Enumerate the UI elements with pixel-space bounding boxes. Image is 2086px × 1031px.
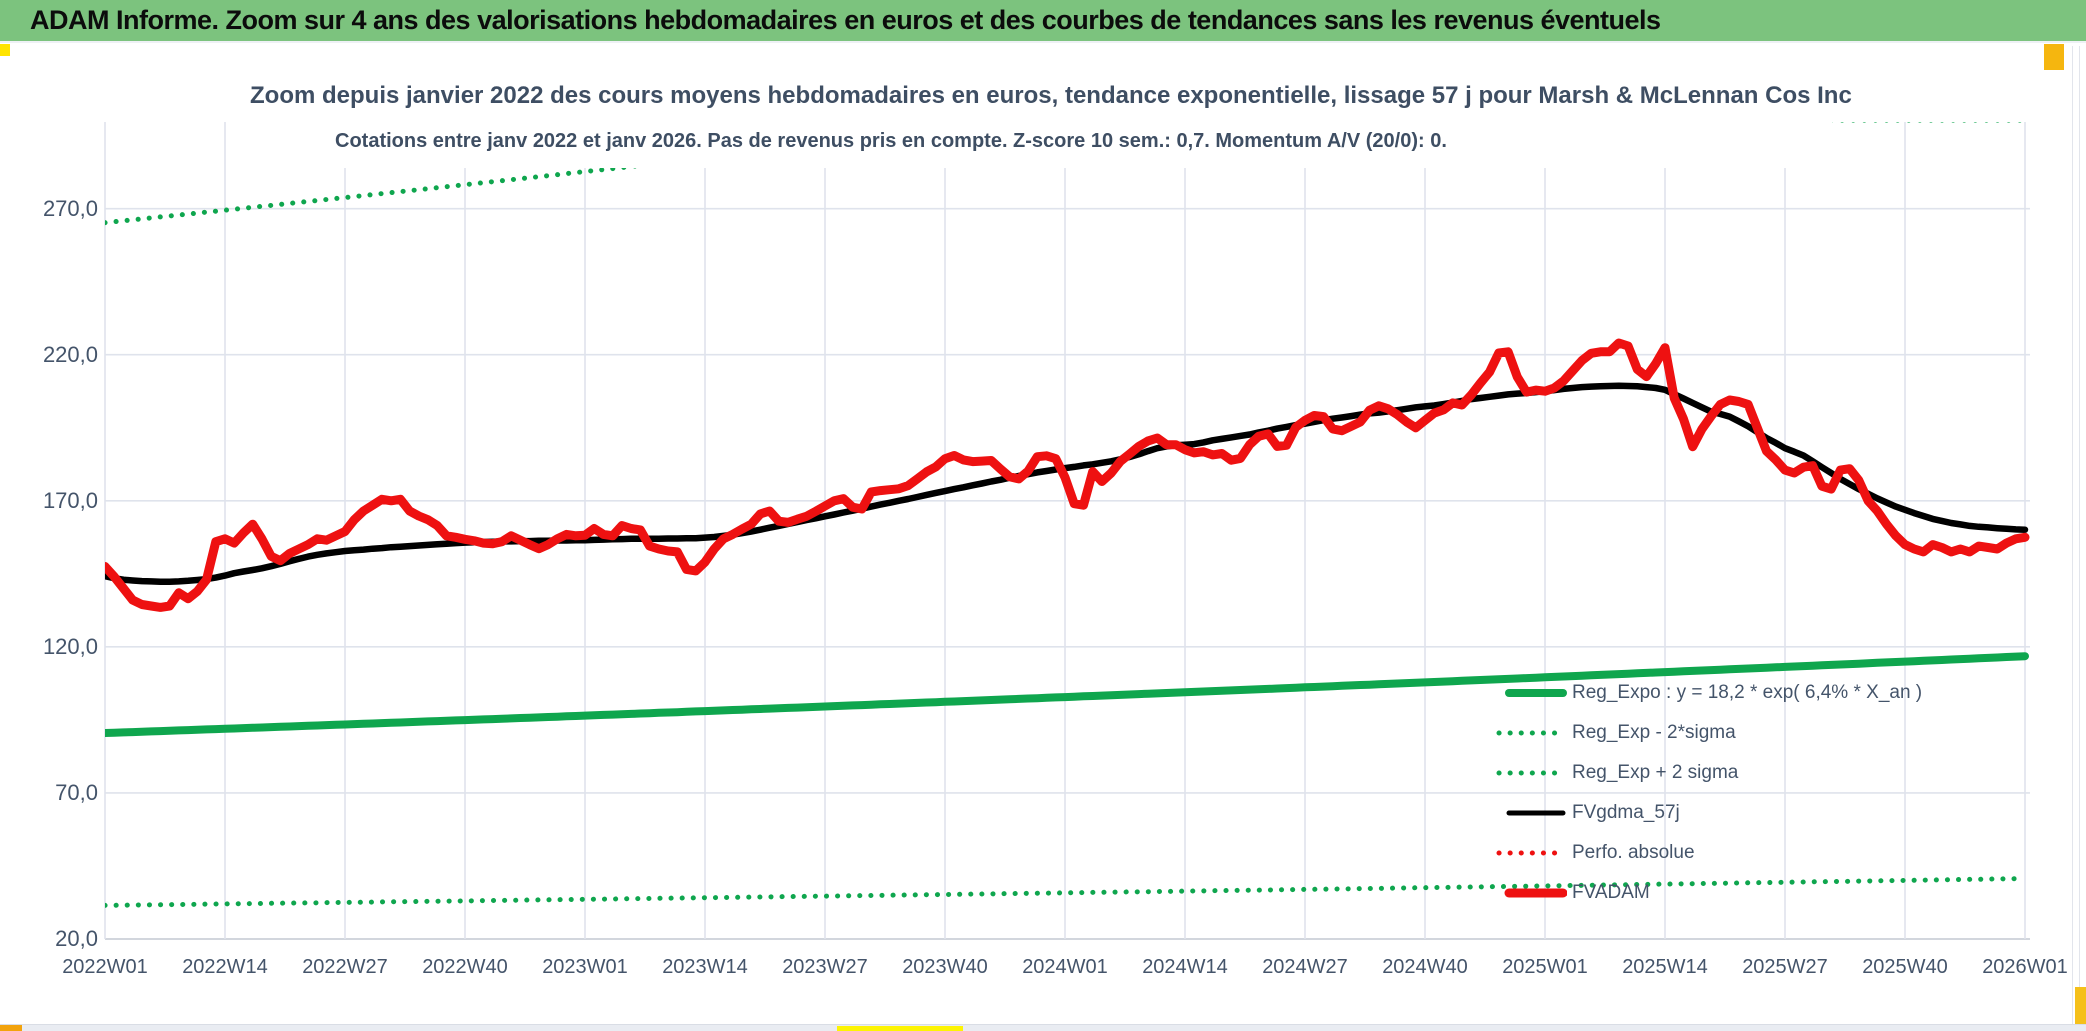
reg-expo-line — [105, 652, 2029, 737]
x-tick-label: 2026W01 — [1982, 956, 2068, 978]
x-tick-label: 2022W01 — [62, 956, 148, 978]
legend-label: FVADAM — [1572, 882, 1650, 903]
y-tick-label: 20,0 — [55, 926, 98, 951]
chart-title-line2: Cotations entre janv 2022 et janv 2026. … — [335, 130, 1447, 152]
legend-label: Perfo. absolue — [1572, 842, 1695, 863]
reg-exp-plus-2sigma-line — [105, 122, 2027, 226]
sheet-cell-artifact-bottom-left — [0, 1025, 22, 1031]
sheet-cell-artifact-top-right — [2044, 44, 2064, 70]
sheet-gridline-right-2 — [2079, 46, 2080, 1024]
x-tick-label: 2024W14 — [1142, 956, 1228, 978]
legend-item-reg-expo: Reg_Expo : y = 18,2 * exp( 6,4% * X_an ) — [1495, 673, 1922, 713]
line-swatch-icon — [1504, 888, 1567, 898]
report-title: ADAM Informe. Zoom sur 4 ans des valoris… — [30, 5, 1661, 35]
y-tick-label: 220,0 — [42, 341, 98, 367]
x-tick-label: 2023W01 — [542, 956, 628, 978]
legend-item-fvadam: FVADAM — [1495, 873, 1650, 913]
line-swatch-icon — [1505, 689, 1567, 697]
x-tick-label: 2025W01 — [1502, 956, 1588, 978]
dotted-line-swatch-icon — [1496, 730, 1566, 736]
y-tick-label: 270,0 — [42, 195, 98, 221]
x-tick-label: 2022W27 — [302, 956, 388, 978]
reg-exp-minus-2sigma-line — [105, 876, 2028, 908]
legend-label: FVgdma_57j — [1572, 802, 1680, 823]
x-tick-label: 2024W27 — [1262, 956, 1348, 978]
x-tick-label: 2023W27 — [782, 956, 868, 978]
sheet-cell-artifact-bottom-yellow — [837, 1026, 963, 1031]
sheet-cell-artifact-top-left — [0, 44, 10, 56]
report-title-bar: ADAM Informe. Zoom sur 4 ans des valoris… — [0, 0, 2086, 43]
x-tick-label: 2025W14 — [1622, 956, 1708, 978]
chart-title-line1: Zoom depuis janvier 2022 des cours moyen… — [250, 82, 1852, 109]
x-tick-label: 2022W14 — [182, 956, 268, 978]
x-tick-label: 2024W01 — [1022, 956, 1108, 978]
legend-item-reg-exp: Reg_Exp - 2*sigma — [1495, 713, 1736, 753]
sheet-cell-artifact-bottom-right — [2075, 987, 2086, 1027]
x-tick-label: 2023W40 — [902, 956, 988, 978]
line-swatch-icon — [1506, 810, 1566, 816]
y-tick-label: 120,0 — [42, 633, 98, 659]
legend-label: Reg_Exp - 2*sigma — [1572, 722, 1736, 743]
chart-title-box: Zoom depuis janvier 2022 des cours moyen… — [250, 50, 1852, 168]
fvadam-line — [105, 338, 2030, 612]
x-tick-label: 2025W40 — [1862, 956, 1948, 978]
series-lines — [105, 122, 2030, 908]
legend-label: Reg_Exp + 2 sigma — [1572, 762, 1739, 783]
dotted-line-swatch-icon — [1496, 850, 1566, 856]
y-tick-label: 70,0 — [55, 779, 98, 805]
sheet-row-strip-bottom — [0, 1024, 2086, 1031]
legend-item-reg-exp: Reg_Exp + 2 sigma — [1495, 753, 1738, 793]
gridlines — [104, 122, 2030, 940]
legend-label: Reg_Expo : y = 18,2 * exp( 6,4% * X_an ) — [1572, 682, 1923, 703]
dotted-line-swatch-icon — [1496, 770, 1566, 776]
x-tick-label: 2025W27 — [1742, 956, 1828, 978]
sheet-gridline-right — [2072, 46, 2073, 1024]
y-tick-label: 170,0 — [42, 487, 98, 513]
legend-item-perfo-: Perfo. absolue — [1495, 833, 1695, 873]
x-tick-label: 2022W40 — [422, 956, 508, 978]
x-tick-label: 2024W40 — [1382, 956, 1468, 978]
legend-item-fvgdma-57j: FVgdma_57j — [1495, 793, 1680, 833]
x-tick-label: 2023W14 — [662, 956, 748, 978]
